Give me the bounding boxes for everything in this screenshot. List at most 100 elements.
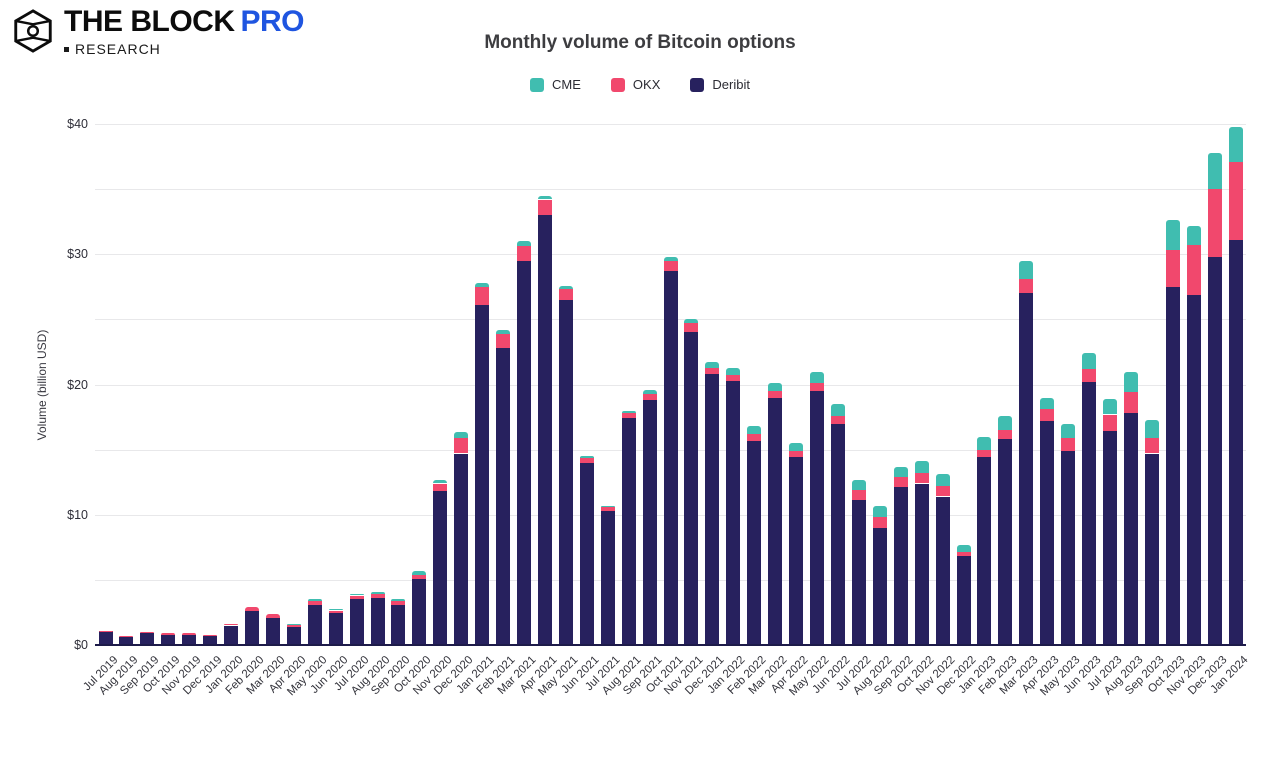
bar-segment-cme-feb-2021[interactable] [496,329,511,334]
bar-segment-deribit-oct-2020[interactable] [412,578,427,645]
bar-segment-cme-sep-2023[interactable] [1144,419,1159,438]
bar-segment-deribit-sep-2019[interactable] [140,633,155,645]
bar-segment-deribit-jan-2024[interactable] [1228,239,1243,645]
bar-segment-okx-jun-2021[interactable] [579,457,594,463]
bar-segment-okx-jun-2023[interactable] [1082,368,1096,382]
bar-segment-deribit-jun-2023[interactable] [1082,381,1096,645]
bar-segment-cme-nov-2022[interactable] [935,474,950,487]
bar-segment-okx-dec-2023[interactable] [1207,189,1222,257]
bar-segment-okx-jul-2023[interactable] [1103,414,1117,432]
bar-segment-deribit-jul-2022[interactable] [851,500,866,645]
bar-segment-cme-apr-2021[interactable] [537,195,552,200]
bar-segment-deribit-nov-2019[interactable] [182,634,197,645]
bar-segment-okx-dec-2019[interactable] [203,635,218,636]
bar-segment-cme-aug-2023[interactable] [1123,371,1138,393]
bar-segment-deribit-mar-2020[interactable] [265,617,280,645]
bar-segment-deribit-sep-2023[interactable] [1144,453,1159,645]
bar-segment-cme-jun-2023[interactable] [1082,353,1096,369]
bar-segment-cme-mar-2021[interactable] [517,241,531,247]
bar-segment-deribit-jul-2021[interactable] [600,510,615,645]
bar-segment-okx-nov-2022[interactable] [935,486,950,497]
bar-segment-okx-nov-2019[interactable] [182,633,197,635]
bar-segment-cme-mar-2023[interactable] [1019,260,1034,279]
bar-segment-deribit-sep-2022[interactable] [893,487,908,645]
bar-segment-okx-feb-2023[interactable] [998,430,1013,440]
bar-segment-okx-mar-2023[interactable] [1019,279,1034,294]
bar-segment-okx-jan-2023[interactable] [977,449,992,458]
bar-segment-deribit-dec-2020[interactable] [454,453,469,645]
bar-segment-cme-mar-2022[interactable] [768,383,783,391]
bar-segment-okx-aug-2023[interactable] [1123,392,1138,414]
bar-segment-okx-may-2021[interactable] [558,289,573,300]
bar-segment-okx-oct-2023[interactable] [1165,250,1180,287]
bar-segment-cme-oct-2023[interactable] [1165,220,1180,251]
bar-segment-deribit-feb-2020[interactable] [245,611,259,645]
bar-segment-cme-feb-2022[interactable] [747,426,762,434]
bar-segment-deribit-aug-2019[interactable] [119,636,134,645]
bar-segment-deribit-may-2020[interactable] [307,604,322,645]
bar-segment-deribit-nov-2020[interactable] [433,491,448,645]
bar-segment-cme-sep-2022[interactable] [893,466,908,477]
bar-segment-okx-jul-2022[interactable] [851,490,866,501]
bar-segment-cme-dec-2020[interactable] [454,432,469,438]
bar-segment-okx-jan-2024[interactable] [1228,161,1243,240]
bar-segment-deribit-apr-2023[interactable] [1040,421,1055,645]
bar-segment-deribit-may-2023[interactable] [1061,450,1076,645]
bar-segment-cme-jan-2022[interactable] [726,368,741,375]
bar-segment-deribit-dec-2023[interactable] [1207,256,1222,645]
bar-segment-okx-oct-2022[interactable] [914,473,929,484]
bar-segment-deribit-oct-2022[interactable] [914,483,929,645]
bar-segment-deribit-jan-2023[interactable] [977,457,992,645]
bar-segment-cme-feb-2023[interactable] [998,415,1013,431]
bar-segment-deribit-nov-2021[interactable] [684,332,699,645]
bar-segment-deribit-jul-2020[interactable] [349,599,364,645]
bar-segment-deribit-sep-2021[interactable] [642,400,657,645]
bar-segment-okx-sep-2019[interactable] [140,632,155,634]
bar-segment-cme-dec-2021[interactable] [705,362,720,368]
bar-segment-cme-jul-2023[interactable] [1103,398,1117,415]
bar-segment-cme-may-2021[interactable] [558,285,573,290]
bar-segment-cme-oct-2021[interactable] [663,256,678,262]
bar-segment-cme-apr-2020[interactable] [286,624,301,625]
bar-segment-cme-nov-2023[interactable] [1186,225,1201,246]
bar-segment-okx-apr-2023[interactable] [1040,409,1055,421]
bar-segment-okx-dec-2022[interactable] [956,551,971,557]
bar-segment-cme-may-2020[interactable] [307,599,322,601]
bar-segment-okx-sep-2021[interactable] [642,393,657,401]
bar-segment-deribit-oct-2019[interactable] [161,634,176,645]
bar-segment-deribit-nov-2023[interactable] [1186,294,1201,645]
bar-segment-okx-aug-2020[interactable] [370,594,385,599]
bar-segment-okx-aug-2019[interactable] [119,635,134,637]
bar-segment-cme-may-2022[interactable] [810,371,824,384]
bar-segment-deribit-may-2022[interactable] [810,391,824,645]
bar-segment-okx-feb-2020[interactable] [245,607,259,612]
bar-segment-deribit-dec-2019[interactable] [203,635,218,645]
bar-segment-deribit-jan-2022[interactable] [726,380,741,645]
bar-segment-deribit-oct-2021[interactable] [663,271,678,645]
bar-segment-deribit-dec-2022[interactable] [956,556,971,645]
bar-segment-cme-jul-2022[interactable] [851,479,866,490]
bar-segment-okx-may-2022[interactable] [810,383,824,391]
bar-segment-okx-dec-2021[interactable] [705,367,720,375]
bar-segment-cme-jul-2020[interactable] [349,594,364,596]
bar-segment-deribit-apr-2021[interactable] [537,215,552,645]
bar-segment-okx-jan-2021[interactable] [475,286,490,305]
bar-segment-okx-oct-2021[interactable] [663,261,678,272]
bar-segment-okx-oct-2019[interactable] [161,633,176,635]
bar-segment-okx-feb-2022[interactable] [747,434,762,441]
bar-segment-cme-aug-2021[interactable] [621,411,636,414]
bar-segment-deribit-feb-2021[interactable] [496,348,511,645]
bar-segment-deribit-mar-2021[interactable] [517,260,531,645]
bar-segment-deribit-mar-2022[interactable] [768,397,783,645]
bar-segment-cme-may-2023[interactable] [1061,423,1076,438]
bar-segment-okx-jul-2020[interactable] [349,595,364,600]
bar-segment-deribit-aug-2022[interactable] [872,527,887,645]
bar-segment-okx-jan-2022[interactable] [726,374,741,381]
bar-segment-okx-apr-2022[interactable] [789,450,804,458]
bar-segment-okx-sep-2023[interactable] [1144,437,1159,454]
bar-segment-cme-jan-2023[interactable] [977,436,992,450]
bar-segment-okx-jul-2021[interactable] [600,506,615,511]
bar-segment-cme-jun-2020[interactable] [328,609,343,611]
bar-segment-deribit-may-2021[interactable] [558,299,573,645]
bar-segment-okx-nov-2021[interactable] [684,323,699,333]
